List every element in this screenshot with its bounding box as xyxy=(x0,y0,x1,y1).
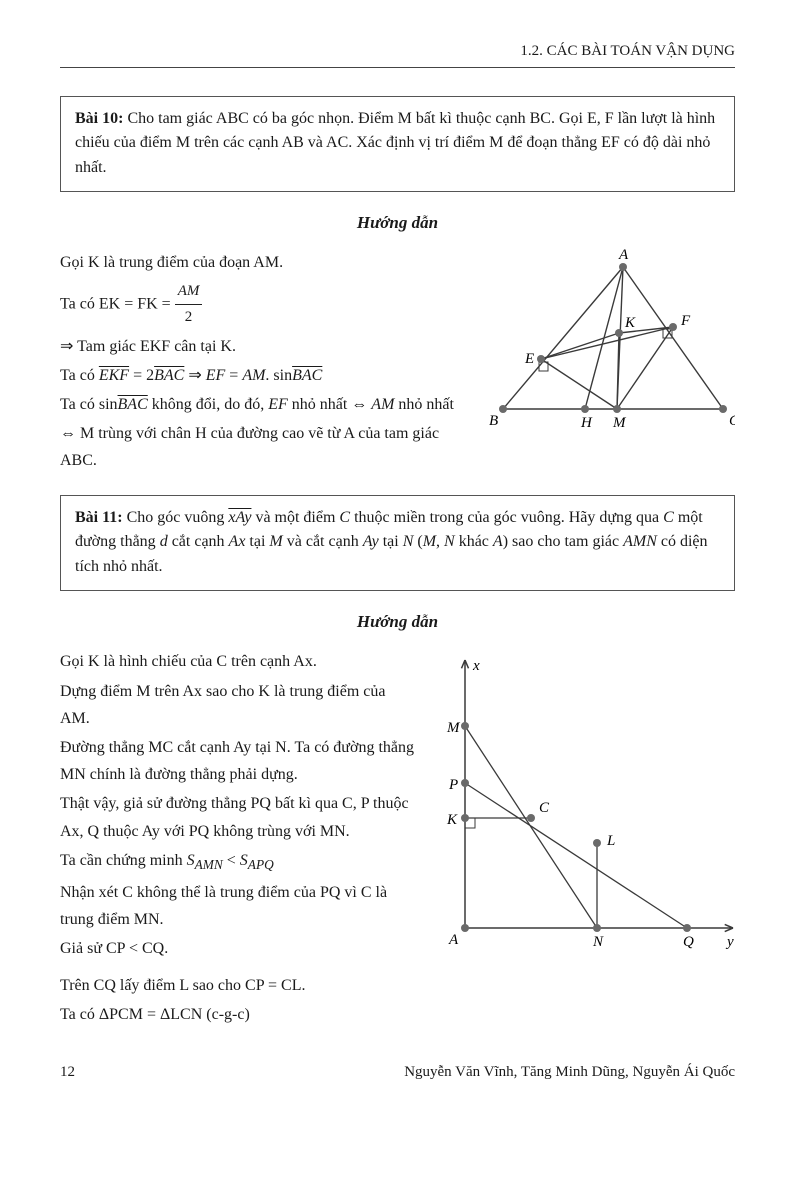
svg-text:M: M xyxy=(612,415,627,431)
problem-11-text: Cho góc vuông xAy và một điểm C thuộc mi… xyxy=(75,509,708,576)
svg-text:A: A xyxy=(448,932,459,948)
svg-text:F: F xyxy=(680,313,691,329)
sol11-l7: Giả sử CP < CQ. xyxy=(60,935,417,962)
svg-text:x: x xyxy=(472,658,480,674)
page-header: 1.2. CÁC BÀI TOÁN VẬN DỤNG xyxy=(60,40,735,68)
sol10-l3: ⇒ Tam giác EKF cân tại K. xyxy=(60,333,467,360)
problem-10-label: Bài 10: xyxy=(75,110,123,127)
hint-title-11: Hướng dẫn xyxy=(60,609,735,635)
sol11-l4: Thật vậy, giả sử đường thẳng PQ bất kì q… xyxy=(60,790,417,844)
svg-text:A: A xyxy=(618,249,629,263)
figure-10: A B C E F K M H xyxy=(485,249,735,439)
solution-10-row: Gọi K là trung điểm của đoạn AM. Ta có E… xyxy=(60,249,735,476)
figure-11: x y A M P K C L N Q xyxy=(435,648,735,958)
problem-11-box: Bài 11: Cho góc vuông xAy và một điểm C … xyxy=(60,495,735,591)
sol11-l2: Dựng điểm M trên Ax sao cho K là trung đ… xyxy=(60,678,417,732)
problem-10-box: Bài 10: Cho tam giác ABC có ba góc nhọn.… xyxy=(60,96,735,192)
sol11-l5: Ta cần chứng minh SAMN < SAPQ xyxy=(60,847,417,877)
svg-text:M: M xyxy=(446,720,461,736)
sol11-l3: Đường thẳng MC cắt cạnh Ay tại N. Ta có … xyxy=(60,734,417,788)
svg-text:y: y xyxy=(725,934,734,950)
problem-11-label: Bài 11: xyxy=(75,509,123,526)
svg-text:N: N xyxy=(592,934,604,950)
sol10-l6: ⇔ M trùng với chân H của đường cao vẽ từ… xyxy=(60,420,467,474)
sol10-l2: Ta có EK = FK = AM2 xyxy=(60,279,467,331)
sol11-l9: Ta có ΔPCM = ΔLCN (c-g-c) xyxy=(60,1001,417,1028)
svg-text:B: B xyxy=(489,413,498,429)
sol11-l6: Nhận xét C không thể là trung điểm của P… xyxy=(60,879,417,933)
solution-11-row: Gọi K là hình chiếu của C trên cạnh Ax. … xyxy=(60,648,735,1030)
hint-title-10: Hướng dẫn xyxy=(60,210,735,236)
problem-10-text: Cho tam giác ABC có ba góc nhọn. Điểm M … xyxy=(75,110,715,177)
svg-text:H: H xyxy=(580,415,593,431)
sol10-l5: Ta có sinBAC không đổi, do đó, EF nhỏ nh… xyxy=(60,391,467,418)
svg-text:P: P xyxy=(448,777,458,793)
solution-10-text: Gọi K là trung điểm của đoạn AM. Ta có E… xyxy=(60,249,467,476)
svg-text:L: L xyxy=(606,833,615,849)
page-number: 12 xyxy=(60,1061,75,1084)
authors: Nguyễn Văn Vĩnh, Tăng Minh Dũng, Nguyễn … xyxy=(404,1061,735,1084)
svg-text:K: K xyxy=(624,315,636,331)
page-footer: 12 Nguyễn Văn Vĩnh, Tăng Minh Dũng, Nguy… xyxy=(60,1061,735,1084)
svg-text:C: C xyxy=(539,800,550,816)
svg-text:K: K xyxy=(446,812,458,828)
svg-text:E: E xyxy=(524,351,534,367)
svg-text:C: C xyxy=(729,413,735,429)
fraction-am-2: AM2 xyxy=(175,279,203,331)
sol10-l4: Ta có EKF = 2BAC ⇒ EF = AM. sinBAC xyxy=(60,362,467,389)
svg-text:Q: Q xyxy=(683,934,694,950)
section-label: 1.2. CÁC BÀI TOÁN VẬN DỤNG xyxy=(520,43,735,59)
solution-11-text: Gọi K là hình chiếu của C trên cạnh Ax. … xyxy=(60,648,417,1030)
sol10-l1: Gọi K là trung điểm của đoạn AM. xyxy=(60,249,467,276)
sol11-l8: Trên CQ lấy điểm L sao cho CP = CL. xyxy=(60,972,417,999)
sol11-l1: Gọi K là hình chiếu của C trên cạnh Ax. xyxy=(60,648,417,675)
